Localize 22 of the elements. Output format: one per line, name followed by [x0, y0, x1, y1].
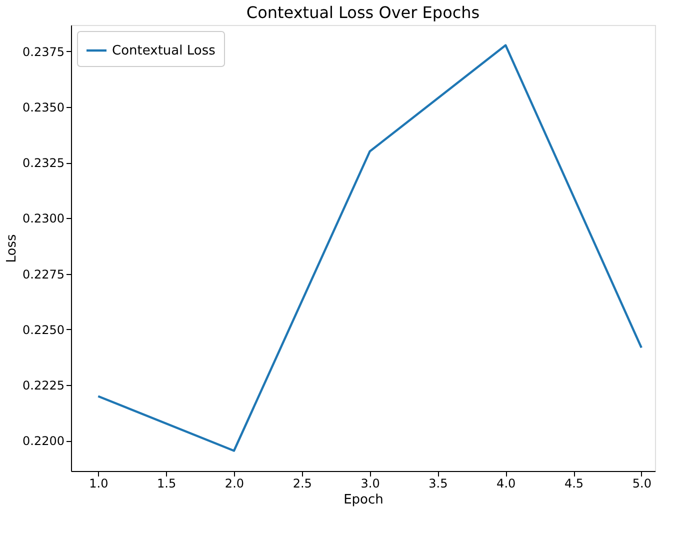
x-tick-label: 1.0: [89, 476, 108, 490]
y-tick-label: 0.2350: [22, 100, 64, 114]
y-axis-title: Loss: [4, 234, 20, 263]
x-tick-label: 2.5: [292, 476, 312, 490]
x-tick-label: 1.5: [157, 476, 176, 490]
chart-title: Contextual Loss Over Epochs: [246, 3, 480, 22]
x-tick-label: 2.0: [224, 476, 244, 490]
y-tick-label: 0.2300: [22, 212, 64, 226]
x-tick-label: 5.0: [632, 476, 652, 490]
x-tick-label: 4.5: [564, 476, 584, 490]
x-tick-label: 3.5: [428, 476, 448, 490]
x-tick-label: 4.0: [496, 476, 516, 490]
x-tick-label: 3.0: [360, 476, 380, 490]
y-tick-label: 0.2375: [22, 44, 64, 59]
y-tick-label: 0.2250: [22, 322, 64, 337]
y-tick-label: 0.2275: [22, 267, 64, 282]
y-tick-label: 0.2325: [22, 156, 64, 170]
x-axis-title: Epoch: [344, 492, 384, 508]
legend-label: Contextual Loss: [112, 44, 216, 58]
y-tick-label: 0.2225: [22, 378, 64, 393]
line-series: [97, 44, 643, 452]
y-tick-label: 0.2200: [22, 434, 64, 448]
